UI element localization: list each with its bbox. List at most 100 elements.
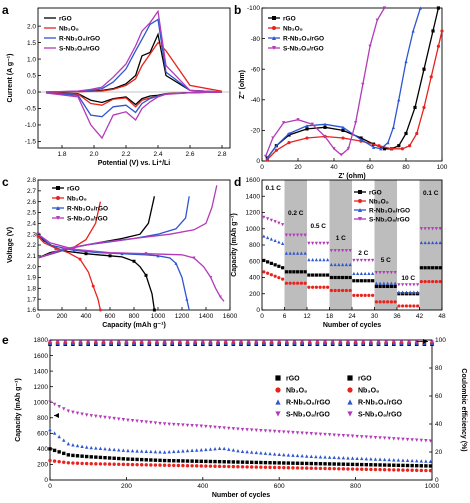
data-point [423,227,427,231]
data-point [408,144,412,148]
data-point [135,457,139,462]
x-tick-label: 20 [294,164,302,171]
data-point [352,279,356,283]
data-point [292,270,296,274]
data-point [259,460,263,465]
data-point [139,463,144,467]
data-point [240,449,245,454]
data-point [213,425,217,430]
legend-label: Nb₃O₈ [358,388,379,395]
data-point [167,450,171,454]
x-tick-label: 30 [371,313,379,320]
data-point [396,437,401,441]
data-point [416,290,420,294]
data-point [374,300,378,304]
data-point [299,270,303,274]
data-point [227,460,231,464]
data-point [429,75,433,79]
data-point [147,340,152,344]
data-point [311,258,315,262]
data-point [411,29,415,33]
data-point [94,414,98,419]
data-point [162,340,167,344]
data-point [222,446,226,451]
data-point [346,340,350,344]
data-point [401,283,405,287]
data-point [386,141,390,145]
data-point [263,465,268,469]
data-point [314,258,318,262]
data-point [117,462,121,466]
data-point [103,415,107,420]
x-tick-label: 2.8 [217,151,226,158]
data-point [78,340,83,344]
data-point [330,340,335,344]
data-point [103,455,107,460]
data-point [48,458,52,463]
data-point [227,447,231,451]
data-point [144,273,148,277]
data-point [185,297,189,301]
data-point [393,281,397,285]
data-point [323,122,327,126]
data-point [382,463,387,467]
data-point [300,454,304,458]
data-point [176,463,181,468]
data-point [323,455,327,459]
data-point [126,457,130,461]
data-point [322,273,326,277]
data-point [373,467,378,472]
data-point [94,446,98,450]
data-point [350,467,355,471]
panel-label: d [234,175,241,189]
data-point [272,461,277,465]
data-point [408,292,412,296]
data-point [98,446,103,451]
data-point [359,271,363,276]
data-point [356,271,360,276]
panel-e: 0 200 400 600 800 100002004006008001000120014… [15,337,467,499]
data-point [404,292,408,296]
panel-label: a [2,3,9,17]
data-point [348,288,352,293]
data-point [272,36,276,40]
data-point [240,427,245,432]
data-point [352,293,356,297]
data-point [275,387,281,393]
data-point [277,276,281,280]
legend-label: rGO [358,376,372,383]
data-point [428,468,433,473]
legend-label: R-Nb₃O₈/rGO [286,400,331,407]
y2-tick-label: 100 [435,337,446,344]
data-point [71,453,75,458]
data-point [277,461,281,465]
data-point [431,279,435,284]
x-tick-label: 1200 [175,313,190,320]
y-axis-label: Capacity (mAh g⁻¹) [15,378,22,442]
y-tick-label: 1600 [246,177,261,184]
data-point [374,284,378,289]
x-tick-label: 6 [283,313,287,320]
data-point [360,467,364,471]
data-point [98,462,103,466]
data-point [408,290,412,294]
data-point [139,340,144,344]
data-point [401,458,405,462]
data-point [424,439,428,443]
legend-label: Nb₃O₈ [67,196,87,203]
data-point [427,266,431,270]
data-point [430,340,434,344]
data-point [353,340,358,344]
nyquist-Nb3O8 [266,30,443,160]
data-point [309,454,313,458]
data-point [265,156,269,160]
data-point [307,273,311,277]
data-point [434,279,438,284]
y-tick-label: 2.1 [27,253,36,260]
y-tick-label: 400 [249,275,260,282]
data-point [413,105,417,110]
data-point [307,340,312,344]
data-point [275,411,281,417]
data-point [249,450,254,454]
data-point [84,445,89,449]
